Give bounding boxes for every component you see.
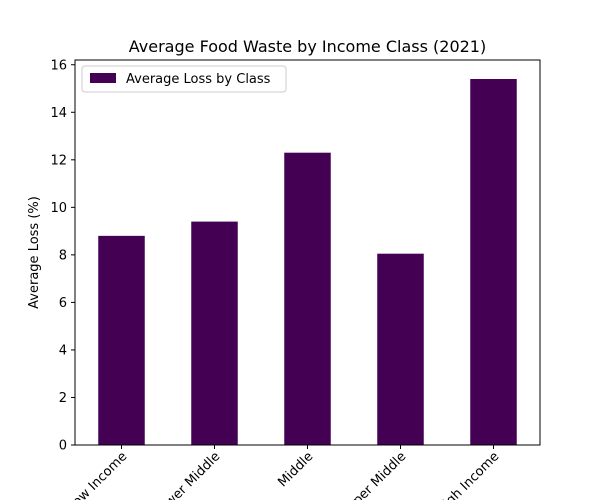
- x-tick-label-3: Upper Middle: [338, 449, 410, 500]
- bar-3: [377, 253, 424, 445]
- y-tick-label-2: 4: [59, 343, 67, 358]
- x-tick-label-1: Lower Middle: [152, 449, 223, 500]
- chart-title: Average Food Waste by Income Class (2021…: [129, 37, 486, 56]
- bar-4: [470, 79, 517, 445]
- legend-frame: [81, 65, 287, 93]
- legend-swatch: [90, 73, 116, 83]
- y-tick-label-3: 6: [59, 296, 67, 311]
- x-tick-label-2: Middle: [275, 449, 316, 490]
- x-tick-label-4: High Income: [434, 449, 502, 500]
- bar-1: [191, 221, 238, 445]
- y-tick-label-1: 2: [59, 391, 67, 406]
- y-tick-label-8: 16: [50, 58, 67, 73]
- y-tick-label-4: 8: [59, 248, 67, 263]
- x-tick-label-0: Low Income: [65, 449, 130, 500]
- bar-2: [284, 152, 331, 445]
- legend: Average Loss by Class: [81, 65, 287, 93]
- bars: [98, 79, 517, 445]
- legend-label: Average Loss by Class: [126, 72, 271, 87]
- x-axis-ticks: Low Income Lower Middle Middle Upper Middle…: [65, 445, 502, 500]
- y-tick-label-7: 14: [50, 106, 67, 121]
- y-axis-label: Average Loss (%): [27, 196, 42, 309]
- y-tick-label-6: 12: [50, 153, 67, 168]
- y-axis-ticks: 0 2 4 6 8 10 12 14 16: [50, 58, 75, 454]
- bar-0: [98, 235, 145, 445]
- y-tick-label-0: 0: [59, 439, 67, 454]
- y-tick-label-5: 10: [50, 201, 67, 216]
